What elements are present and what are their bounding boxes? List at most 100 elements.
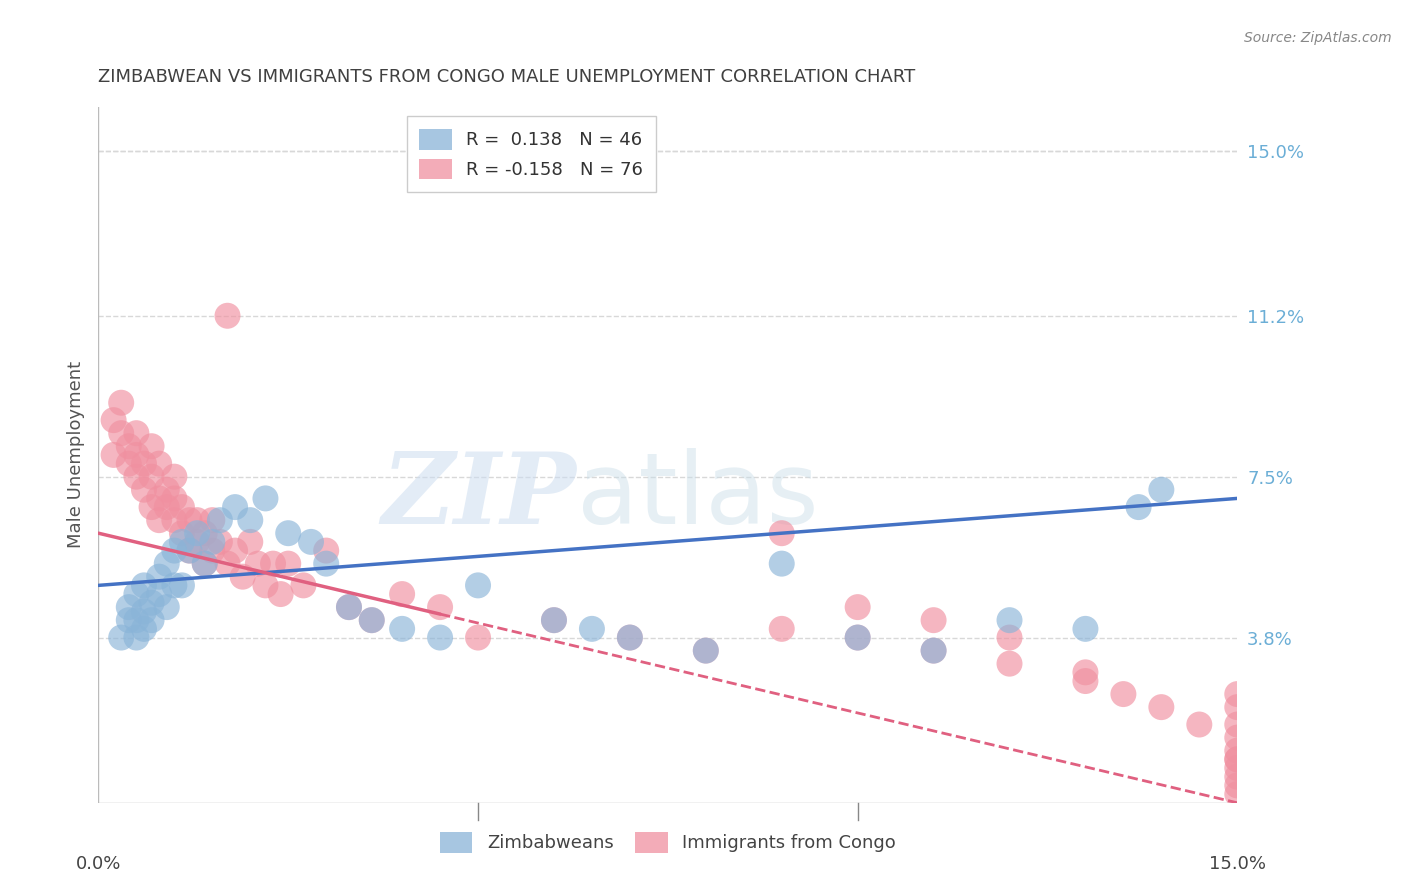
Point <box>254 578 277 592</box>
Point <box>360 613 382 627</box>
Text: 15.0%: 15.0% <box>1209 855 1265 873</box>
Point <box>1150 483 1173 497</box>
Point <box>132 622 155 636</box>
Point <box>922 613 945 627</box>
Point <box>141 469 163 483</box>
Point <box>1226 761 1249 775</box>
Point <box>163 491 186 506</box>
Point <box>581 622 603 636</box>
Point <box>1226 717 1249 731</box>
Point <box>770 557 793 571</box>
Point <box>186 513 208 527</box>
Point <box>1150 700 1173 714</box>
Point <box>217 309 239 323</box>
Point <box>208 513 231 527</box>
Point <box>270 587 292 601</box>
Point <box>1226 752 1249 766</box>
Point <box>467 578 489 592</box>
Point <box>156 600 179 615</box>
Point <box>179 543 201 558</box>
Point <box>1226 770 1249 784</box>
Point <box>1074 622 1097 636</box>
Point <box>770 526 793 541</box>
Point <box>846 600 869 615</box>
Point <box>148 513 170 527</box>
Point <box>201 513 224 527</box>
Point <box>170 526 193 541</box>
Y-axis label: Male Unemployment: Male Unemployment <box>66 361 84 549</box>
Point <box>619 631 641 645</box>
Point <box>194 557 217 571</box>
Point <box>132 483 155 497</box>
Point <box>1074 665 1097 680</box>
Point <box>217 557 239 571</box>
Point <box>186 534 208 549</box>
Point <box>246 557 269 571</box>
Point <box>467 631 489 645</box>
Point <box>118 613 141 627</box>
Point <box>277 526 299 541</box>
Point <box>148 491 170 506</box>
Point <box>148 570 170 584</box>
Point <box>292 578 315 592</box>
Point <box>1226 752 1249 766</box>
Point <box>232 570 254 584</box>
Point <box>194 557 217 571</box>
Point <box>103 413 125 427</box>
Text: 0.0%: 0.0% <box>76 855 121 873</box>
Point <box>163 578 186 592</box>
Point <box>201 543 224 558</box>
Point <box>125 613 148 627</box>
Point <box>179 543 201 558</box>
Point <box>170 578 193 592</box>
Point <box>103 448 125 462</box>
Point <box>163 469 186 483</box>
Point <box>125 448 148 462</box>
Point <box>1128 500 1150 514</box>
Point <box>1188 717 1211 731</box>
Point <box>110 631 132 645</box>
Point <box>125 631 148 645</box>
Point <box>141 500 163 514</box>
Point <box>163 513 186 527</box>
Point <box>163 543 186 558</box>
Point <box>110 426 132 441</box>
Point <box>179 513 201 527</box>
Point <box>262 557 284 571</box>
Point <box>254 491 277 506</box>
Point <box>391 622 413 636</box>
Point <box>998 631 1021 645</box>
Point <box>770 622 793 636</box>
Point <box>1226 731 1249 745</box>
Point <box>695 643 717 657</box>
Point <box>132 578 155 592</box>
Point <box>156 557 179 571</box>
Point <box>337 600 360 615</box>
Point <box>186 526 208 541</box>
Point <box>125 426 148 441</box>
Point <box>118 439 141 453</box>
Point <box>619 631 641 645</box>
Point <box>208 534 231 549</box>
Point <box>391 587 413 601</box>
Point <box>922 643 945 657</box>
Point <box>239 534 262 549</box>
Point <box>125 587 148 601</box>
Point <box>543 613 565 627</box>
Point <box>224 543 246 558</box>
Point <box>239 513 262 527</box>
Point <box>1112 687 1135 701</box>
Point <box>1226 787 1249 801</box>
Point <box>299 534 322 549</box>
Point <box>429 600 451 615</box>
Point <box>224 500 246 514</box>
Point <box>277 557 299 571</box>
Point <box>132 457 155 471</box>
Point <box>148 587 170 601</box>
Point <box>141 439 163 453</box>
Point <box>315 557 337 571</box>
Point <box>118 457 141 471</box>
Point <box>998 657 1021 671</box>
Point <box>846 631 869 645</box>
Text: Source: ZipAtlas.com: Source: ZipAtlas.com <box>1244 31 1392 45</box>
